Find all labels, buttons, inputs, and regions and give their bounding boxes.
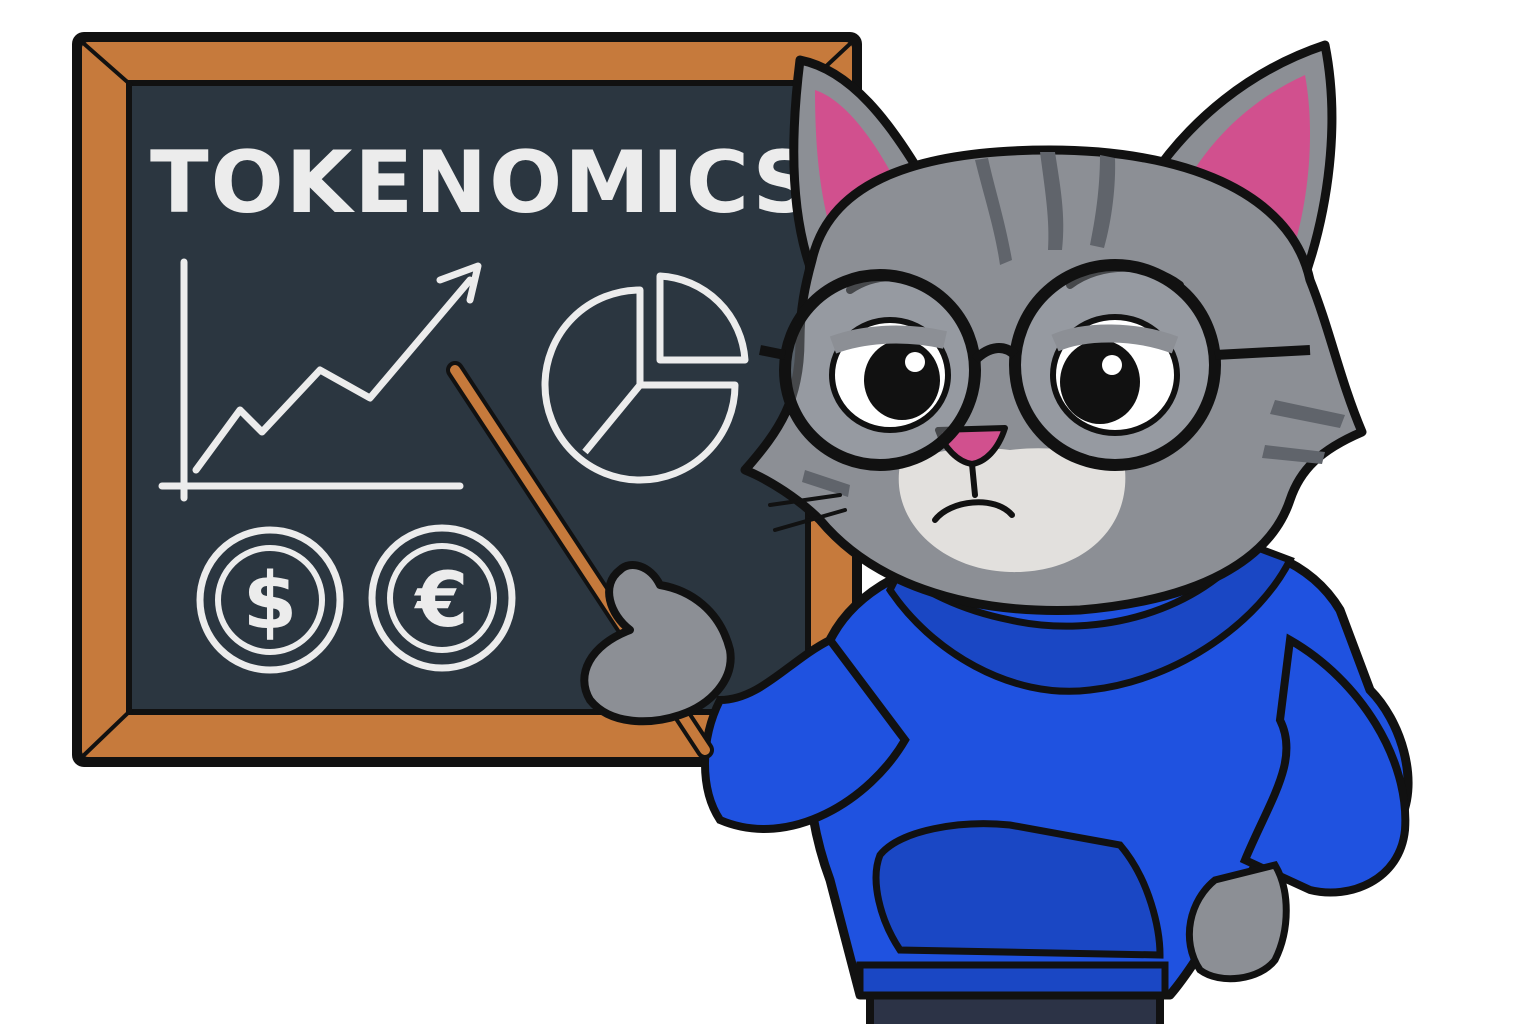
hoodie-left-sleeve [701,634,910,833]
cat-muzzle [898,448,1126,573]
cat-whiskers [768,493,847,532]
hoodie-hood [885,540,1295,695]
euro-coin-icon: € [368,524,516,672]
dollar-coin-icon: $ [196,526,344,674]
line-chart-icon [158,258,482,502]
dollar-symbol: $ [243,557,297,647]
pie-chart-icon [541,272,749,484]
cat-right-paw [1185,860,1290,983]
euro-symbol: € [414,555,469,644]
cat-eyes [829,314,1180,436]
cat-character [446,40,1413,1024]
cat-mouth [932,461,1015,523]
board-title: TOKENOMICS [150,133,816,233]
cat-stripes [802,152,1345,497]
hoodie-pocket [872,820,1164,959]
cat-left-paw [580,561,735,726]
hoodie-right-sleeve [1239,633,1410,897]
